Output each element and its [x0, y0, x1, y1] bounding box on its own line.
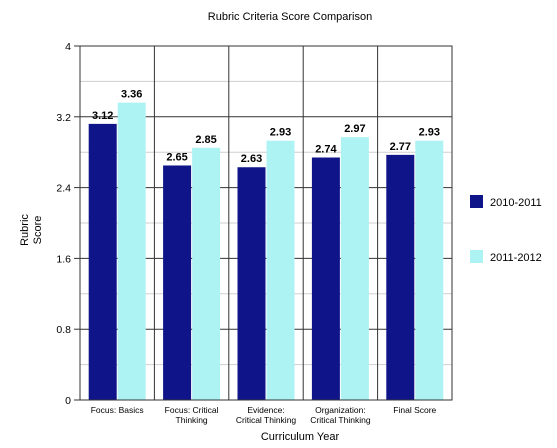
bars	[88, 102, 444, 400]
x-tick-label-line: Thinking	[176, 415, 208, 425]
legend-label: 2010-2011	[490, 197, 542, 209]
bar-2010-2011	[237, 167, 266, 400]
bar-2011-2012	[192, 147, 221, 400]
x-tick-label-line: Focus: Basics	[91, 405, 144, 415]
x-tick-label-line: Critical Thinking	[310, 415, 371, 425]
x-tick-label-line: Focus: Critical	[165, 405, 219, 415]
bar-2010-2011	[386, 154, 415, 400]
y-tick-label: 0.8	[56, 324, 71, 336]
chart-title: Rubric Criteria Score Comparison	[208, 11, 372, 23]
data-label: 2.93	[419, 127, 440, 139]
bar-2011-2012	[340, 137, 369, 400]
y-tick-label: 0	[65, 395, 71, 407]
bar-2011-2012	[415, 140, 444, 400]
y-axis-title-line1: Rubric	[19, 214, 31, 246]
x-tick-label-line: Critical Thinking	[236, 415, 297, 425]
data-label: 2.77	[390, 141, 411, 153]
y-tick-label: 1.6	[56, 253, 71, 265]
x-tick-label: Final Score	[393, 405, 436, 415]
bar-2010-2011	[163, 165, 192, 400]
bar-2011-2012	[117, 102, 146, 400]
legend-swatch	[470, 195, 483, 208]
x-tick-label: Evidence: Critical Thinking	[236, 405, 297, 425]
x-tick-label: Focus: Critical Thinking	[165, 405, 219, 425]
y-tick-label: 2.4	[56, 183, 71, 195]
x-tick-label: Organization: Critical Thinking	[310, 405, 371, 425]
data-label: 2.93	[270, 127, 291, 139]
y-tick-label: 3.2	[56, 112, 71, 124]
legend-swatch	[470, 250, 483, 263]
legend-label: 2011-2012	[490, 252, 542, 264]
x-tick-label-line: Evidence:	[247, 405, 284, 415]
legend: 2010-2011 2011-2012	[470, 195, 542, 264]
y-axis-title-line2: Score	[32, 216, 44, 245]
bar-2010-2011	[88, 123, 117, 400]
x-axis-title: Curriculum Year	[261, 431, 340, 443]
data-label: 2.65	[166, 151, 187, 163]
x-tick-labels: Focus: Basics Focus: Critical Thinking Evid…	[91, 405, 437, 425]
y-tick-label: 4	[65, 41, 71, 53]
data-label: 3.36	[121, 89, 142, 101]
data-label: 2.85	[195, 134, 216, 146]
data-label: 2.97	[344, 123, 365, 135]
data-label: 3.12	[92, 110, 113, 122]
bar-2010-2011	[311, 157, 340, 400]
axes	[74, 45, 453, 401]
y-tick-labels: 0 0.8 1.6 2.4 3.2 4	[56, 41, 71, 407]
x-tick-label: Focus: Basics	[91, 405, 144, 415]
x-tick-label-line: Final Score	[393, 405, 436, 415]
data-label: 2.74	[315, 144, 337, 156]
data-labels: 3.12 3.36 2.65 2.85 2.63 2.93 2.74 2.97 2.77 2.93	[92, 89, 440, 166]
data-label: 2.63	[241, 153, 262, 165]
bar-2011-2012	[266, 140, 295, 400]
x-tick-label-line: Organization:	[315, 405, 366, 415]
plot-border	[79, 45, 453, 401]
